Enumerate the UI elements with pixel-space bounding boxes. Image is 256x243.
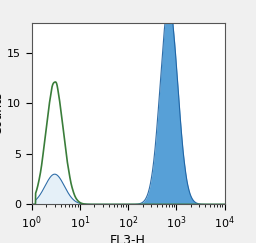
Y-axis label: Counts: Counts [0, 92, 4, 135]
X-axis label: FL3-H: FL3-H [110, 234, 146, 243]
